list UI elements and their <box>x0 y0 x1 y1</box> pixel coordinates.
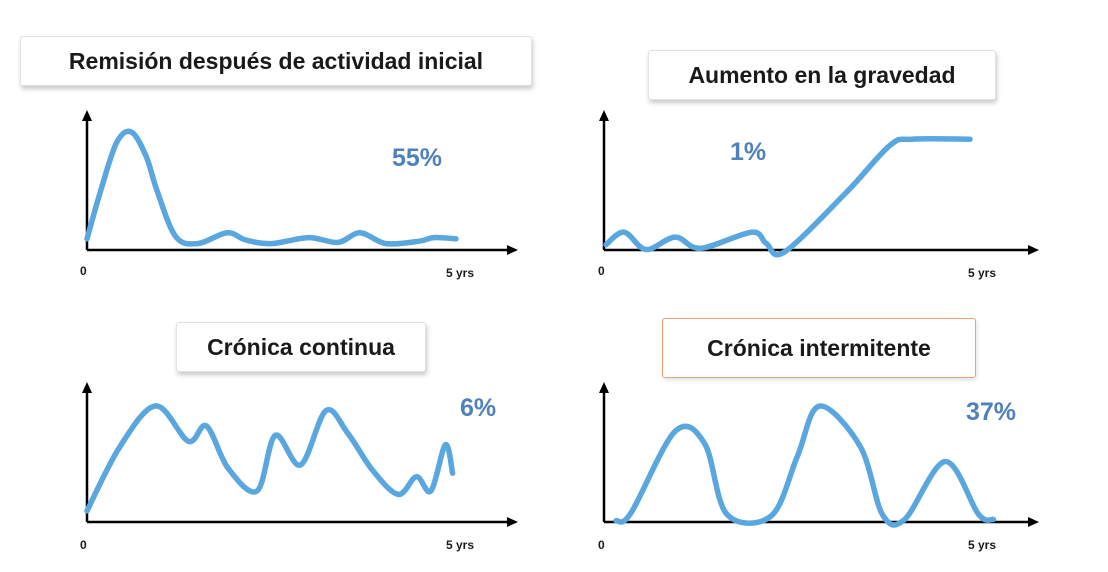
series-line <box>84 128 459 247</box>
x-tick-label-start: 0 <box>598 538 605 552</box>
y-axis-arrow <box>599 382 609 393</box>
chart-title: Aumento en la gravedad <box>648 50 996 100</box>
line-chart <box>599 382 1039 528</box>
chart-panel-cronica-continua: Crónica continua 6% 0 5 yrs <box>0 286 554 572</box>
chart-title: Crónica continua <box>176 322 426 372</box>
x-tick-label-end: 5 yrs <box>446 266 475 280</box>
y-axis-arrow <box>82 382 92 393</box>
series-line <box>613 403 997 528</box>
line-chart <box>82 110 518 255</box>
x-tick-label-start: 0 <box>80 264 87 278</box>
line-chart <box>599 110 1039 258</box>
x-tick-label-start: 0 <box>80 538 87 552</box>
x-axis-arrow <box>1028 245 1039 255</box>
percentage-annotation: 37% <box>966 398 1017 426</box>
x-axis-arrow <box>1028 517 1039 527</box>
chart-panel-aumento: Aumento en la gravedad 1% 0 5 yrs <box>554 0 1108 286</box>
x-axis-arrow <box>507 517 518 527</box>
x-tick-label-start: 0 <box>598 264 605 278</box>
x-tick-label-end: 5 yrs <box>446 538 475 552</box>
x-tick-label-end: 5 yrs <box>968 538 997 552</box>
x-tick-label-end: 5 yrs <box>968 266 997 280</box>
x-axis-arrow <box>507 245 518 255</box>
chart-panel-cronica-intermitente: Crónica intermitente 37% 0 5 yrs <box>554 286 1108 572</box>
series-line <box>84 403 456 514</box>
y-axis-arrow <box>82 110 92 121</box>
percentage-annotation: 55% <box>392 144 443 172</box>
y-axis-arrow <box>599 110 609 121</box>
line-chart <box>82 382 518 527</box>
percentage-annotation: 1% <box>730 138 767 166</box>
chart-title: Crónica intermitente <box>662 318 976 378</box>
series-line <box>603 135 973 258</box>
percentage-annotation: 6% <box>460 394 497 422</box>
chart-panel-remision: Remisión después de actividad inicial 55… <box>0 0 554 286</box>
chart-title: Remisión después de actividad inicial <box>20 36 532 86</box>
